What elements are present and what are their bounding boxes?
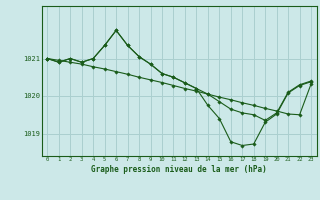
X-axis label: Graphe pression niveau de la mer (hPa): Graphe pression niveau de la mer (hPa)	[91, 165, 267, 174]
